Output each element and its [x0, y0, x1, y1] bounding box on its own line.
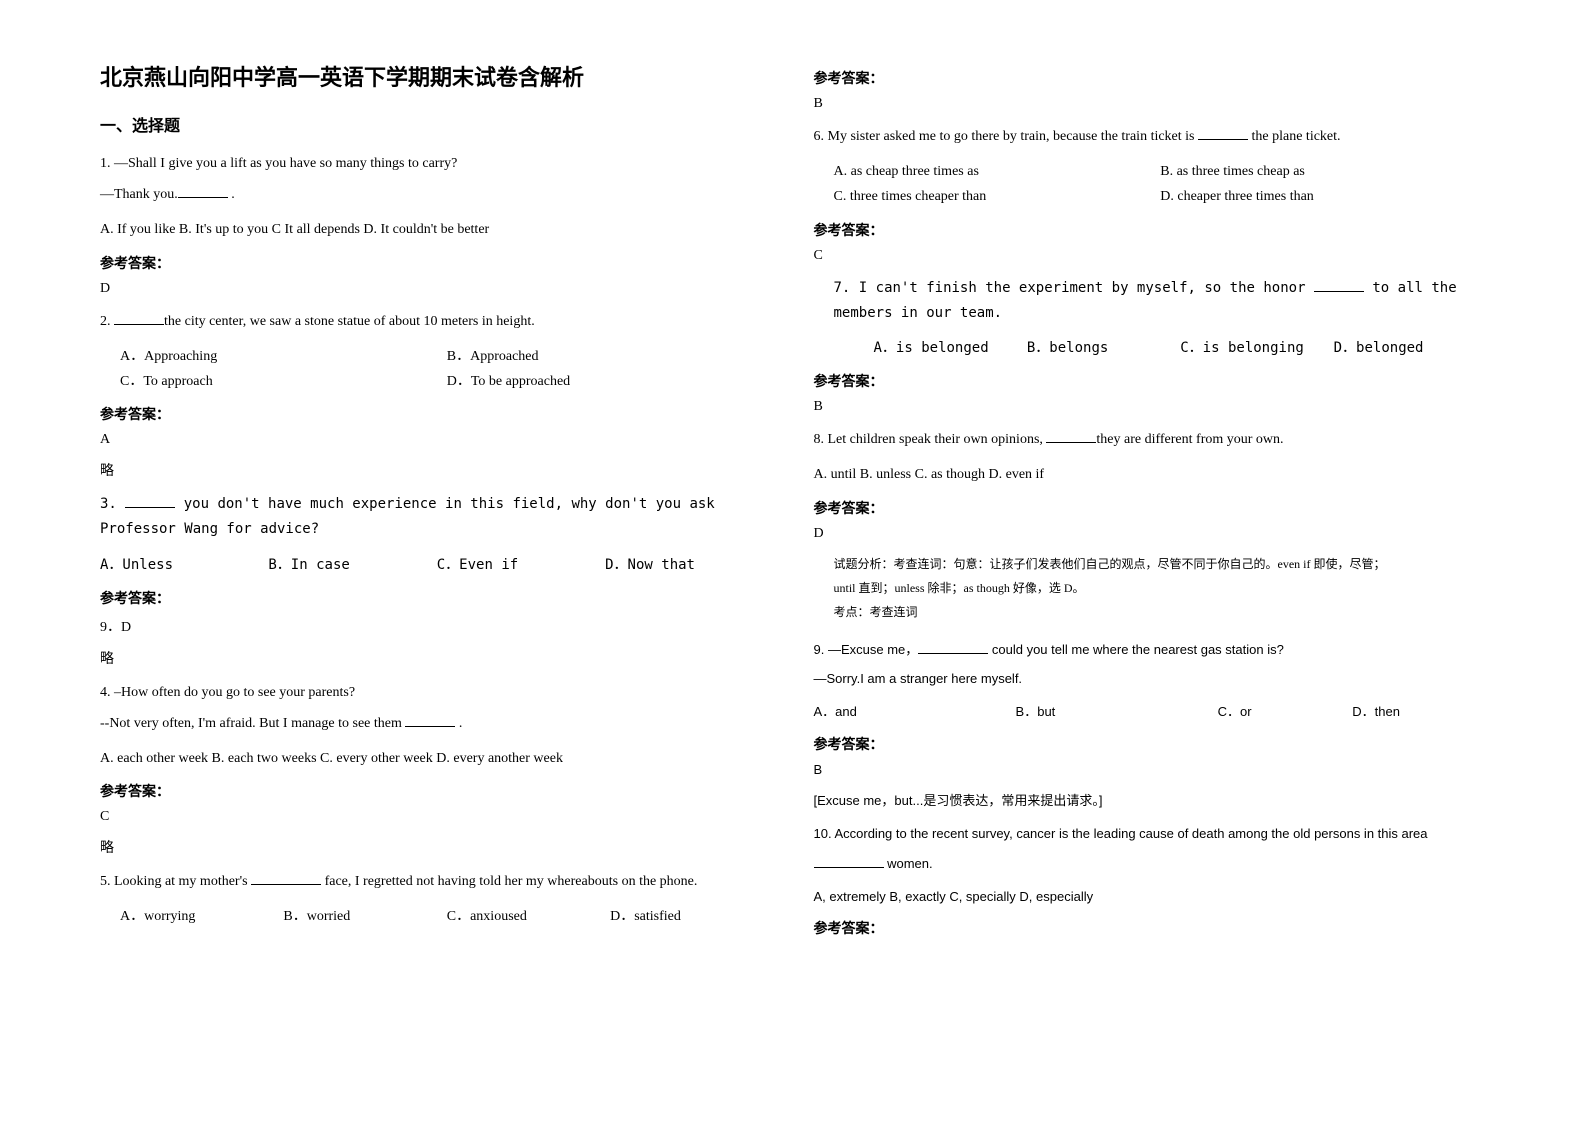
q5-answer: B [814, 96, 1488, 112]
answer-label: 参考答案： [814, 918, 1488, 938]
question-7: 7. I can't finish the experiment by myse… [814, 276, 1488, 326]
q3-answer: 9．D [100, 616, 774, 636]
answer-label: 参考答案： [100, 404, 774, 424]
answer-label: 参考答案： [100, 253, 774, 273]
q1-options: A. If you like B. It's up to you C It al… [100, 217, 774, 242]
q3-options: A．Unless B．In case C．Even if D．Now that [100, 553, 774, 578]
omit-text: 略 [100, 648, 774, 668]
blank [1198, 127, 1248, 140]
q4-answer: C [100, 809, 774, 825]
q1-stem1: 1. —Shall I give you a lift as you have … [100, 151, 774, 176]
page-title: 北京燕山向阳中学高一英语下学期期末试卷含解析 [100, 60, 774, 92]
blank [814, 856, 884, 868]
q6-options: A. as cheap three times as B. as three t… [814, 159, 1488, 209]
q8-note3: 考点：考查连词 [834, 602, 1488, 622]
question-6: 6. My sister asked me to go there by tra… [814, 124, 1488, 149]
section-heading: 一、选择题 [100, 112, 774, 136]
q7-options: A．is belonged B．belongs C．is belonging D… [814, 336, 1488, 361]
q8-options: A. until B. unless C. as though D. even … [814, 462, 1488, 487]
q9-answer: B [814, 762, 1488, 777]
question-2: 2. the city center, we saw a stone statu… [100, 309, 774, 334]
omit-text: 略 [100, 837, 774, 857]
omit-text: 略 [100, 460, 774, 480]
question-8: 8. Let children speak their own opinions… [814, 427, 1488, 452]
answer-label: 参考答案： [814, 371, 1488, 391]
question-3: 3. you don't have much experience in thi… [100, 492, 774, 542]
answer-label: 参考答案： [814, 68, 1488, 88]
question-1: 1. —Shall I give you a lift as you have … [100, 151, 774, 207]
answer-label: 参考答案： [100, 588, 774, 608]
q8-note2: until 直到；unless 除非；as though 好像，选 D。 [834, 578, 1488, 598]
q9-options: A．and B．but C．or D．then [814, 700, 1488, 723]
q5-options: A．worrying B．worried C．anxioused D．satis… [100, 904, 774, 929]
answer-label: 参考答案： [814, 498, 1488, 518]
q7-answer: B [814, 399, 1488, 415]
question-5: 5. Looking at my mother's face, I regret… [100, 869, 774, 894]
q6-answer: C [814, 248, 1488, 264]
blank [1314, 279, 1364, 292]
q8-answer: D [814, 526, 1488, 542]
q1-answer: D [100, 281, 774, 297]
blank [1046, 431, 1096, 444]
q4-stem2: --Not very often, I'm afraid. But I mana… [100, 711, 774, 736]
q2-options: A．Approaching B．Approached C．To approach… [100, 344, 774, 394]
question-4: 4. –How often do you go to see your pare… [100, 680, 774, 736]
blank [114, 312, 164, 325]
q10-options: A, extremely B, exactly C, specially D, … [814, 885, 1488, 908]
answer-label: 参考答案： [100, 781, 774, 801]
q4-stem1: 4. –How often do you go to see your pare… [100, 680, 774, 705]
blank [125, 496, 175, 509]
q9-note: [Excuse me，but...是习惯表达，常用来提出请求。] [814, 789, 1488, 812]
blank [251, 873, 321, 886]
q1-stem2: —Thank you. . [100, 182, 774, 207]
answer-label: 参考答案： [814, 734, 1488, 754]
blank [918, 642, 988, 654]
blank [405, 714, 455, 727]
question-10: 10. According to the recent survey, canc… [814, 822, 1488, 875]
answer-label: 参考答案： [814, 220, 1488, 240]
q4-options: A. each other week B. each two weeks C. … [100, 746, 774, 771]
q2-answer: A [100, 432, 774, 448]
q8-note1: 试题分析：考查连词：句意：让孩子们发表他们自己的观点，尽管不同于你自己的。eve… [834, 554, 1488, 574]
blank [178, 186, 228, 199]
question-9: 9. —Excuse me， could you tell me where t… [814, 638, 1488, 691]
